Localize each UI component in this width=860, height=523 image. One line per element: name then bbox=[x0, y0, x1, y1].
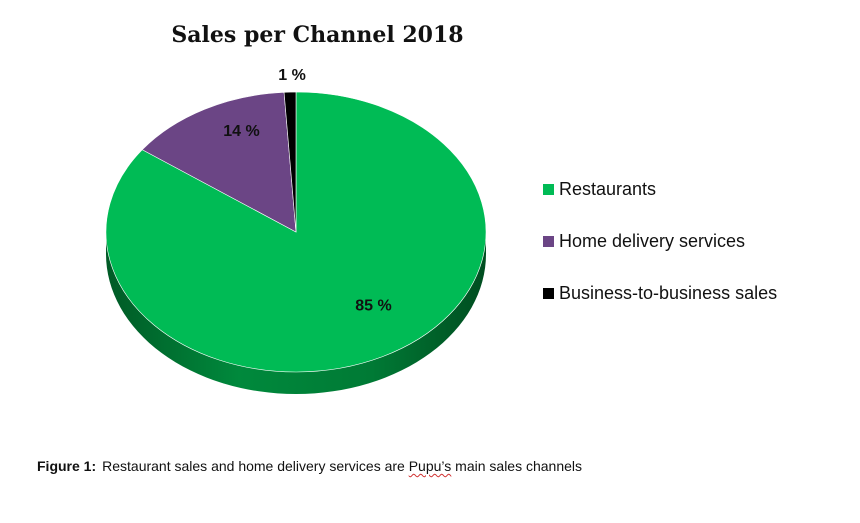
figure-caption: Figure 1: Restaurant sales and home deliv… bbox=[37, 458, 582, 474]
legend-swatch bbox=[543, 183, 554, 195]
legend-swatch bbox=[543, 235, 554, 247]
caption-prefix: Figure 1: bbox=[37, 458, 97, 474]
data-label-restaurants: 85 % bbox=[355, 298, 391, 315]
pie-slice-home-delivery bbox=[141, 91, 297, 233]
legend-swatch bbox=[543, 287, 554, 299]
data-label-b2b: 1 % bbox=[278, 67, 306, 84]
legend-label: Business-to-business sales bbox=[559, 282, 778, 303]
legend-item-restaurants: Restaurants bbox=[543, 176, 777, 202]
legend-item-home-delivery: Home delivery services bbox=[543, 228, 777, 254]
legend-label: Home delivery services bbox=[559, 230, 746, 251]
legend: Restaurants Home delivery services Busin… bbox=[543, 176, 777, 332]
legend-label: Restaurants bbox=[559, 178, 657, 199]
pie-slices bbox=[105, 91, 487, 373]
chart-title: Sales per Channel 2018 bbox=[171, 22, 464, 48]
data-label-home-delivery: 14 % bbox=[223, 123, 259, 140]
caption-text-before: Restaurant sales and home delivery servi… bbox=[102, 458, 409, 474]
pie-slice-b2b bbox=[283, 91, 297, 233]
caption-text-after: main sales channels bbox=[451, 458, 583, 474]
legend-item-b2b: Business-to-business sales bbox=[543, 280, 777, 306]
caption-flagged-word[interactable]: Pupu’s bbox=[408, 458, 452, 474]
pie-data-labels: 85 % 14 % 1 % bbox=[223, 67, 391, 315]
